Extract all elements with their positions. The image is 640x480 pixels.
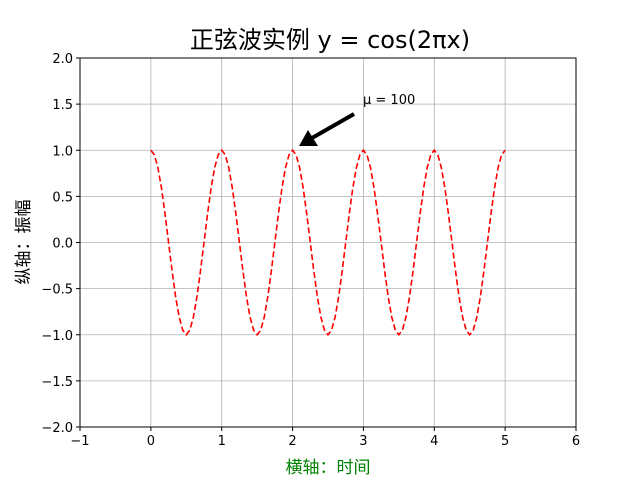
line-series bbox=[150, 148, 506, 337]
y-tick-label: 2.0 bbox=[52, 52, 73, 67]
y-axis-label: 纵轴：振幅 bbox=[14, 200, 34, 285]
x-tick-label: 3 bbox=[359, 434, 367, 449]
x-tick-label: 4 bbox=[430, 434, 438, 449]
y-tick-label: 0.5 bbox=[52, 190, 73, 205]
x-tick-label: 6 bbox=[572, 434, 580, 449]
y-tick-label: −1.5 bbox=[41, 375, 73, 390]
x-tick-label: −1 bbox=[70, 434, 89, 449]
y-tick-label: 1.0 bbox=[52, 144, 73, 159]
x-tick-label: 0 bbox=[147, 434, 155, 449]
annotation-arrowhead bbox=[299, 130, 318, 146]
y-tick-label: −0.5 bbox=[41, 283, 73, 298]
annotation-arrow bbox=[311, 112, 355, 140]
y-tick-label: −2.0 bbox=[41, 421, 73, 436]
y-tick-label: 1.5 bbox=[52, 98, 73, 113]
chart-title: 正弦波实例 y = cos(2πx) bbox=[190, 26, 470, 54]
x-axis-label: 横轴：时间 bbox=[286, 458, 371, 478]
x-tick-label: 2 bbox=[288, 434, 296, 449]
annotation: μ = 100 bbox=[363, 93, 415, 108]
x-tick-label: 1 bbox=[218, 434, 226, 449]
x-tick-label: 5 bbox=[501, 434, 509, 449]
y-tick-label: 0.0 bbox=[52, 237, 73, 252]
y-tick-label: −1.0 bbox=[41, 329, 73, 344]
